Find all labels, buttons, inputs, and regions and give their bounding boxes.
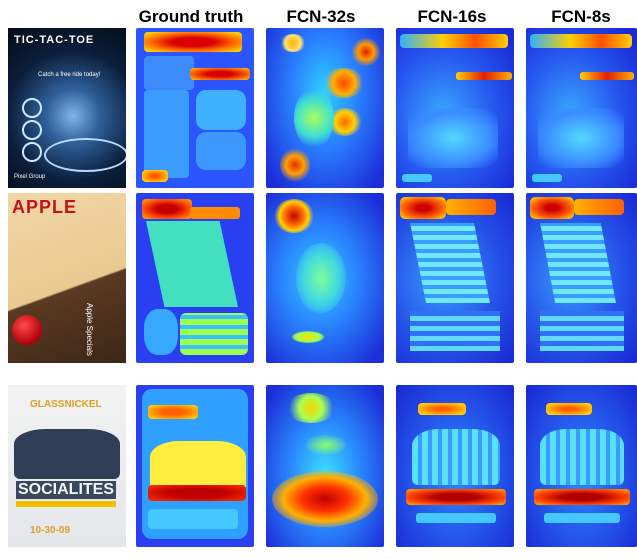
heatmap-fcn-8s-2 [526, 193, 637, 363]
x-symbol-icon [22, 142, 42, 162]
poster-date: 10-30-09 [30, 525, 71, 536]
poster-apple: APPLE Apple Specials [8, 193, 126, 363]
poster-headline: SOCIALITES [16, 481, 117, 499]
header-fcn-16s: FCN-16s [417, 7, 487, 26]
poster-side-text: Apple Specials [85, 303, 94, 356]
poster-footer: Pixel Group [14, 174, 46, 180]
poster-title: TIC-TAC-TOE [14, 34, 95, 46]
heatmap-fcn-32s-3 [266, 385, 384, 547]
header-fcn-8s: FCN-8s [551, 7, 611, 26]
yellow-strip [16, 501, 116, 507]
header-fcn-32s: FCN-32s [286, 7, 356, 26]
heatmap-fcn-8s-3 [526, 385, 637, 547]
x-symbol-icon [22, 98, 42, 118]
poster-title: APPLE [12, 197, 78, 217]
apple-icon [12, 315, 42, 345]
o-symbol-icon [22, 120, 42, 140]
silhouettes [14, 429, 120, 479]
poster-tic-tac-toe: TIC-TAC-TOE Catch a free ride today! Pix… [8, 28, 126, 188]
heatmap-ground-truth-1 [136, 28, 254, 188]
orbit-ring [44, 138, 126, 172]
heatmap-fcn-8s-1 [526, 28, 637, 188]
heatmap-fcn-16s-2 [396, 193, 514, 363]
poster-socialites: GLASSNICKEL SOCIALITES 10-30-09 [8, 385, 126, 547]
heatmap-fcn-16s-1 [396, 28, 514, 188]
heatmap-fcn-32s-1 [266, 28, 384, 188]
heatmap-fcn-16s-3 [396, 385, 514, 547]
heatmap-ground-truth-3 [136, 385, 254, 547]
poster-tagline: Catch a free ride today! [38, 72, 101, 78]
header-ground-truth: Ground truth [138, 7, 244, 26]
heatmap-fcn-32s-2 [266, 193, 384, 363]
poster-title: GLASSNICKEL [30, 399, 102, 410]
heatmap-ground-truth-2 [136, 193, 254, 363]
